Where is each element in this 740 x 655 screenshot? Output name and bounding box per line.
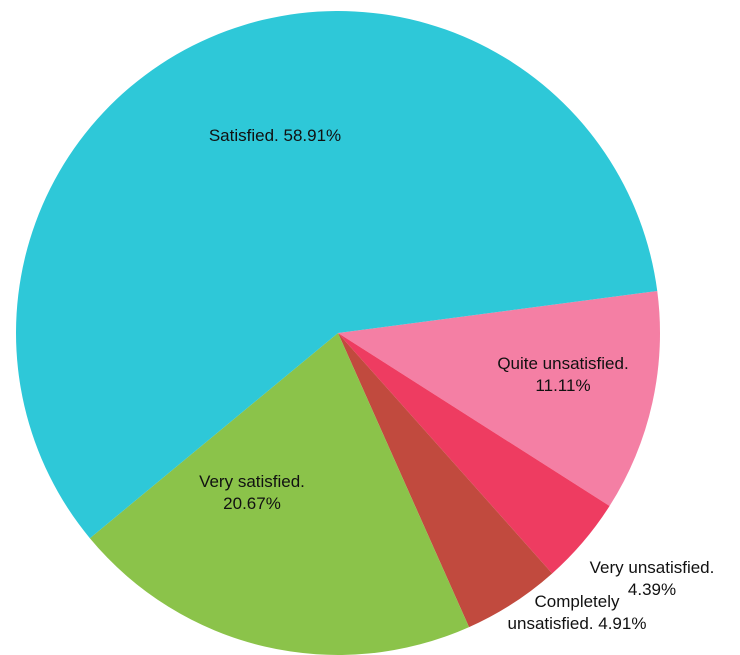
pie-slice-very-satisfied [89, 333, 470, 655]
slices-layer [16, 11, 661, 655]
slice-label-quite-unsatisfied: Quite unsatisfied. 11.11% [497, 354, 628, 395]
pie-slice-very-unsatisfied [338, 333, 610, 574]
slice-label-line: 11.11% [535, 376, 590, 395]
slice-label-line: Very satisfied. [199, 472, 305, 491]
slice-label-line: Satisfied. 58.91% [209, 126, 341, 145]
slice-label-line: 20.67% [223, 494, 281, 513]
slice-label-line: unsatisfied. 4.91% [508, 614, 647, 633]
slice-label-line: Completely [534, 592, 620, 611]
slice-label-line: 4.39% [628, 580, 676, 599]
slice-label-very-unsatisfied: Very unsatisfied. 4.39% [590, 558, 715, 599]
pie-slice-completely-unsatisfied [338, 333, 553, 628]
slice-label-completely-unsatisfied: Completely unsatisfied. 4.91% [508, 592, 647, 633]
slice-label-line: Quite unsatisfied. [497, 354, 628, 373]
pie-slice-quite-unsatisfied [338, 290, 661, 507]
slice-label-line: Very unsatisfied. [590, 558, 715, 577]
slice-label-satisfied: Satisfied. 58.91% [209, 126, 341, 145]
pie-slice-satisfied [16, 11, 658, 539]
labels-layer: Quite unsatisfied. 11.11% Very unsatisfied… [199, 126, 714, 633]
slice-label-very-satisfied: Very satisfied. 20.67% [199, 472, 305, 513]
